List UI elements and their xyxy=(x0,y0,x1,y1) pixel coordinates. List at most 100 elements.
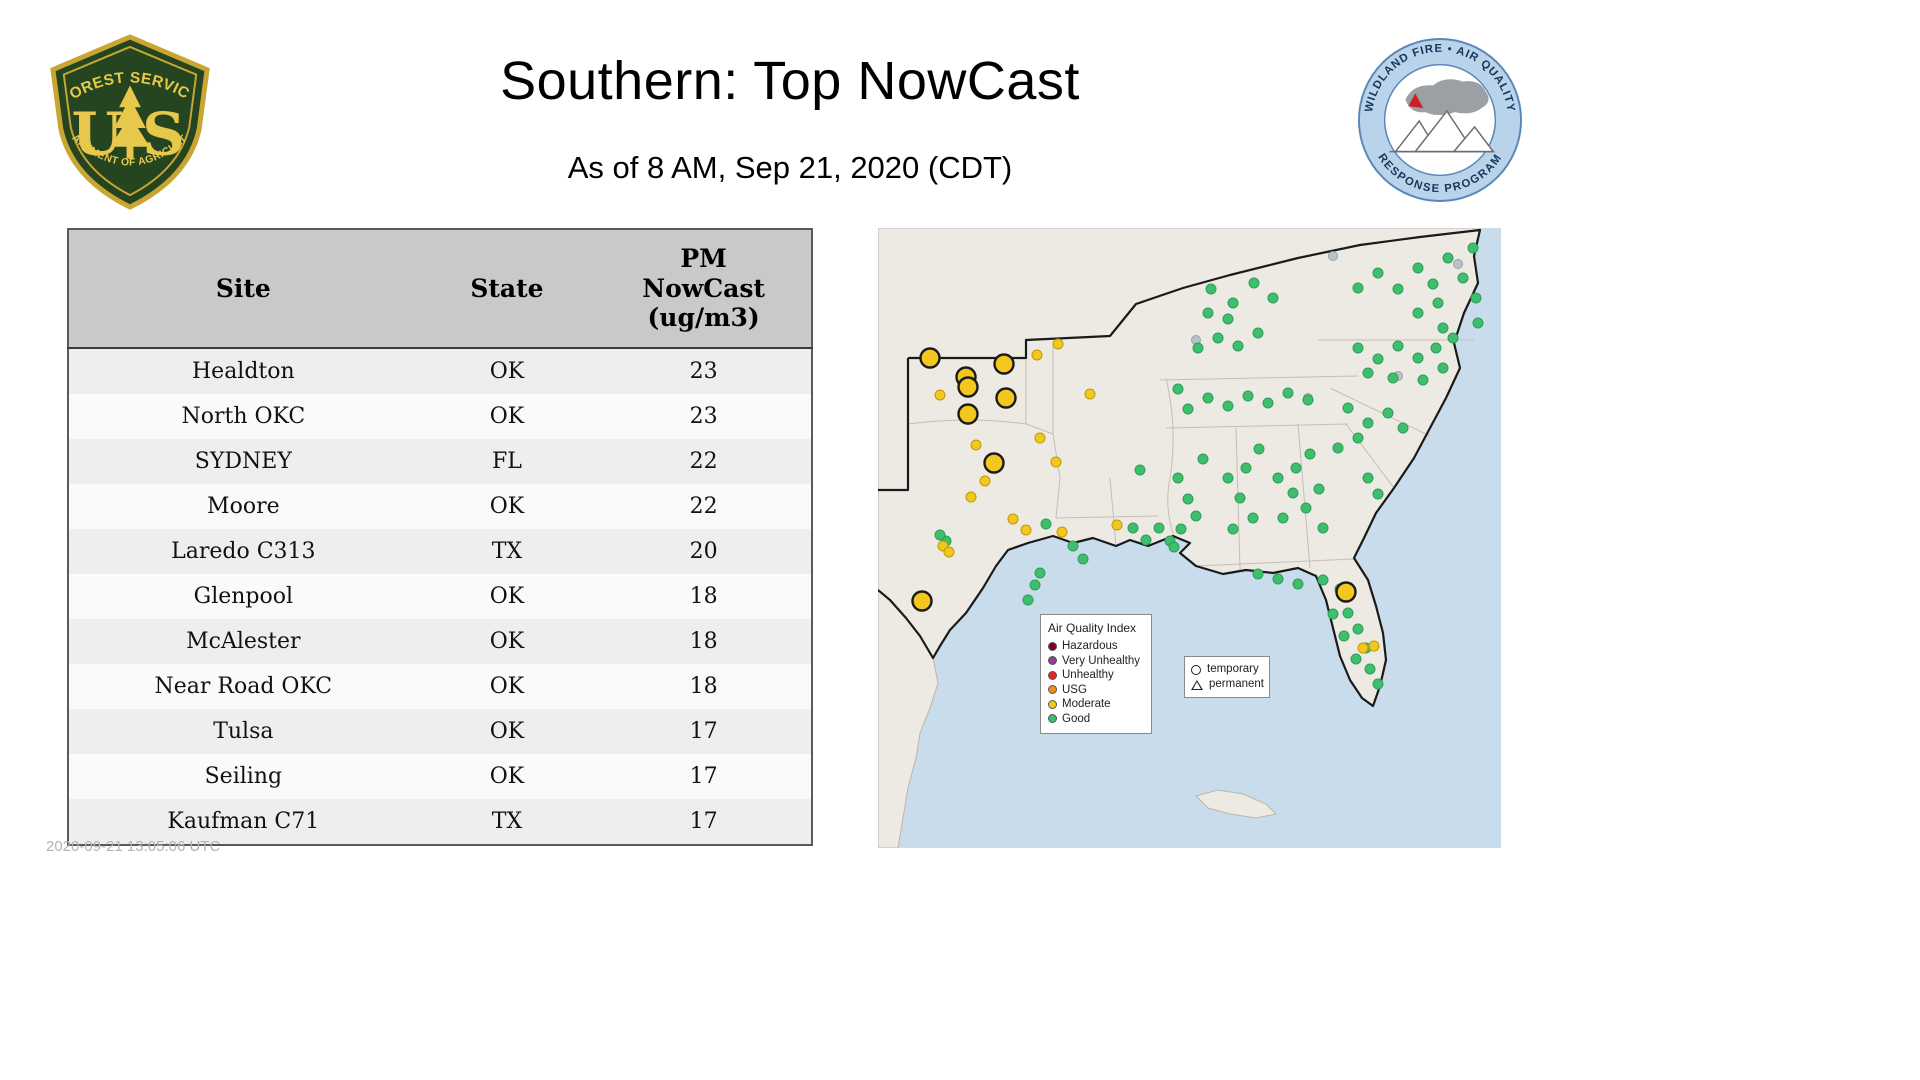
monitor-marker-good xyxy=(1467,242,1479,254)
monitor-marker-good xyxy=(1350,653,1362,665)
monitor-marker-good xyxy=(1267,292,1279,304)
aqi-legend-swatch xyxy=(1048,656,1057,666)
aqi-legend-item: Moderate xyxy=(1048,697,1144,712)
forest-service-shield-icon: FOREST SERVICE U S DEPARTMENT OF AGRICUL… xyxy=(41,21,210,210)
monitor-marker-good xyxy=(1222,400,1234,412)
monitor-marker-good xyxy=(1352,342,1364,354)
site-cell: McAlester xyxy=(186,628,301,654)
monitor-marker-moderate xyxy=(1052,338,1064,350)
state-cell: OK xyxy=(489,493,525,519)
monitor-marker-good xyxy=(1412,307,1424,319)
monitor-marker-good xyxy=(1067,540,1079,552)
monitor-marker-good xyxy=(1412,262,1424,274)
monitor-marker-good xyxy=(1172,383,1184,395)
forest-service-monogram-s: S xyxy=(142,99,185,169)
state-cell: FL xyxy=(492,448,522,474)
monitor-marker-moderate_temporary xyxy=(919,347,941,369)
aqi-legend-label: USG xyxy=(1062,683,1087,696)
pm-header-line-2: NowCast xyxy=(642,273,765,303)
monitor-marker-good xyxy=(1313,483,1325,495)
pm-header-line-1: PM xyxy=(680,244,727,273)
site-cell: Healdton xyxy=(191,358,295,384)
state-cell: OK xyxy=(489,628,525,654)
monitor-marker-good xyxy=(1234,492,1246,504)
aqi-legend-label: Very Unhealthy xyxy=(1062,654,1140,667)
monitor-marker-good xyxy=(1248,277,1260,289)
monitor-marker-good xyxy=(1277,512,1289,524)
temporary-monitor-icon xyxy=(1191,664,1201,675)
table-row: Moore OK 22 xyxy=(68,483,812,529)
monitor-marker-moderate_temporary xyxy=(957,403,979,425)
monitor-marker-good xyxy=(1412,352,1424,364)
monitor-marker-good xyxy=(1182,493,1194,505)
forest-service-monogram-u: U xyxy=(72,99,124,169)
monitor-marker-good xyxy=(1417,374,1429,386)
monitor-marker-moderate xyxy=(1031,349,1043,361)
value-cell: 23 xyxy=(689,403,718,429)
landmass-icon xyxy=(1405,79,1489,116)
monitor-marker-good xyxy=(1364,663,1376,675)
monitor-marker-good xyxy=(1437,322,1449,334)
site-cell: Moore xyxy=(207,493,280,519)
monitor-marker-good xyxy=(1372,353,1384,365)
column-header-state: State xyxy=(417,229,597,349)
monitor-marker-good xyxy=(1432,297,1444,309)
map-markers xyxy=(911,242,1484,690)
aqi-legend-item: Unhealthy xyxy=(1048,668,1144,683)
aqi-legend-swatch xyxy=(1048,714,1057,724)
monitor-marker-moderate xyxy=(943,546,955,558)
site-cell: Kaufman C71 xyxy=(167,808,320,834)
monitor-marker-good xyxy=(1317,574,1329,586)
monitor-marker-good xyxy=(1362,472,1374,484)
monitor-marker-good xyxy=(1252,568,1264,580)
value-cell: 17 xyxy=(689,808,718,834)
table-row: North OKC OK 23 xyxy=(68,393,812,439)
monitor-marker-good xyxy=(1029,579,1041,591)
monitor-marker-moderate xyxy=(1050,456,1062,468)
state-cell: TX xyxy=(491,808,523,834)
monitor-marker-good xyxy=(1382,407,1394,419)
monitor-marker-moderate_temporary xyxy=(1335,581,1357,603)
forest-service-logo: FOREST SERVICE U S DEPARTMENT OF AGRICUL… xyxy=(41,21,214,217)
monitor-marker-moderate xyxy=(1111,519,1123,531)
monitor-marker-good xyxy=(1227,297,1239,309)
monitor-marker-good xyxy=(1262,397,1274,409)
page-title: Southern: Top NowCast xyxy=(500,51,1080,111)
aqi-map: Air Quality Index Hazardous Very Unhealth… xyxy=(878,228,1501,848)
monitor-marker-moderate_temporary xyxy=(911,590,933,612)
aqi-legend-item: USG xyxy=(1048,683,1144,698)
monitor-marker-good xyxy=(1300,502,1312,514)
monitor-marker-inactive xyxy=(1328,251,1338,261)
aqi-legend-title: Air Quality Index xyxy=(1048,621,1137,635)
monitor-marker-good xyxy=(1175,523,1187,535)
value-cell: 18 xyxy=(689,673,718,699)
monitor-marker-good xyxy=(1202,307,1214,319)
monitor-marker-good xyxy=(1338,630,1350,642)
monitor-marker-good xyxy=(1352,282,1364,294)
monitor-marker-good xyxy=(1430,342,1442,354)
monitor-marker-good xyxy=(1192,342,1204,354)
table-header-row: Site State PM NowCast (ug/m3) xyxy=(68,229,812,349)
generated-timestamp: 2020-09-21 13:05:06 UTC xyxy=(46,838,221,855)
monitor-marker-good xyxy=(1197,453,1209,465)
monitor-marker-good xyxy=(1287,487,1299,499)
monitor-marker-good xyxy=(1272,573,1284,585)
monitor-marker-good xyxy=(1302,394,1314,406)
site-cell: SYDNEY xyxy=(194,448,292,474)
fire-marker-icon xyxy=(1408,93,1424,109)
monitor-marker-good xyxy=(1140,534,1152,546)
monitor-marker-good xyxy=(1172,472,1184,484)
legend-item-permanent: permanent xyxy=(1191,677,1264,692)
monitor-marker-good xyxy=(1392,340,1404,352)
aqi-legend-item: Hazardous xyxy=(1048,639,1144,654)
monitor-marker-inactive xyxy=(1453,259,1463,269)
monitor-marker-good xyxy=(1240,462,1252,474)
monitor-marker-good xyxy=(1212,332,1224,344)
monitor-marker-good xyxy=(1427,278,1439,290)
table-row: Laredo C313 TX 20 xyxy=(68,528,812,574)
monitor-marker-moderate_temporary xyxy=(983,452,1005,474)
nowcast-table-body: Healdton OK 23 North OKC OK 23 SYDNEY FL 22 Moore… xyxy=(68,347,812,845)
value-cell: 23 xyxy=(689,358,718,384)
monitor-marker-good xyxy=(1457,272,1469,284)
monitor-marker-good xyxy=(1342,607,1354,619)
